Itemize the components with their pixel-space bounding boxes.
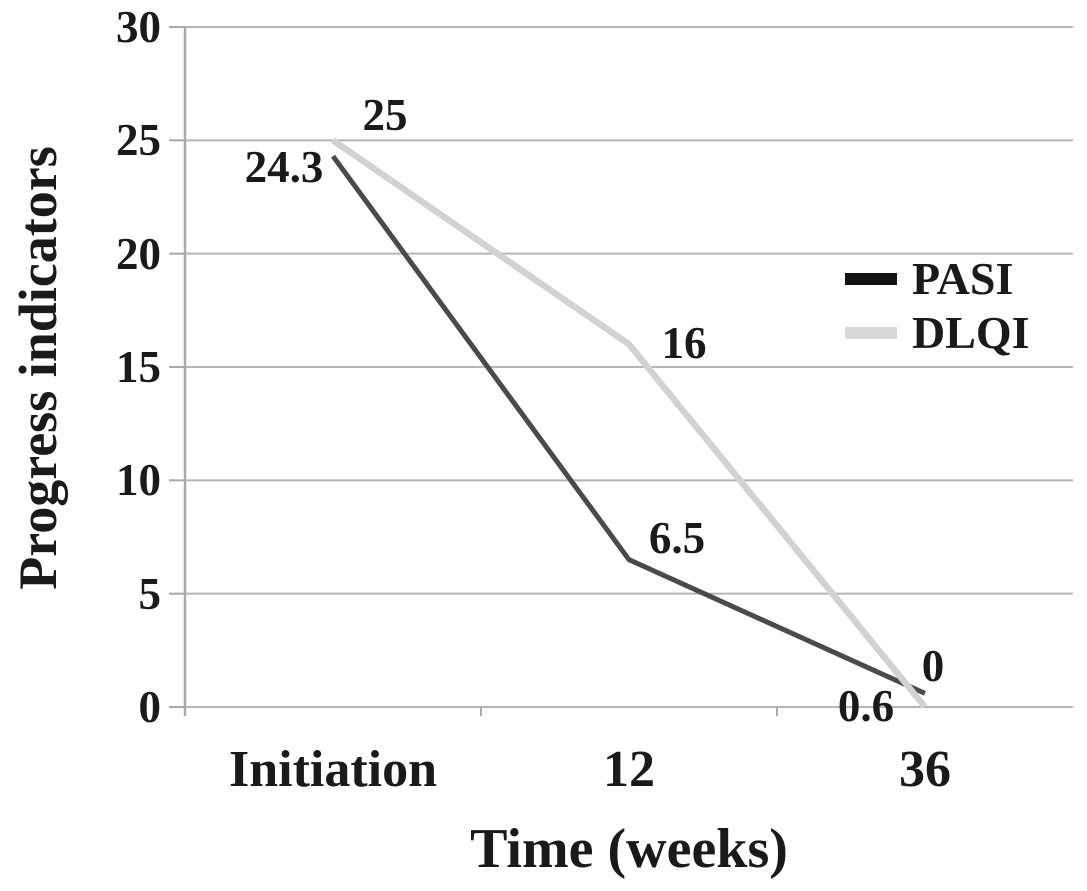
data-label-dlqi: 25 <box>362 90 408 141</box>
data-label-dlqi: 16 <box>661 318 707 369</box>
y-tick-label: 5 <box>138 568 162 619</box>
series-line-dlqi <box>331 137 928 710</box>
x-category-label: Initiation <box>228 741 438 798</box>
legend-item-pasi: PASI <box>845 252 1030 306</box>
data-label-dlqi: 0 <box>921 641 945 691</box>
legend-swatch-pasi <box>845 273 897 285</box>
data-label-pasi: 24.3 <box>244 142 324 193</box>
x-axis-title: Time (weeks) <box>470 818 788 880</box>
y-tick-label: 30 <box>116 2 161 52</box>
x-category-label: 36 <box>899 741 951 798</box>
series-line-pasi <box>330 154 927 696</box>
data-label-pasi: 6.5 <box>648 512 706 563</box>
legend-label: DLQI <box>912 307 1030 358</box>
x-category-label: 12 <box>603 741 655 798</box>
data-label-pasi: 0.6 <box>837 681 895 732</box>
y-tick-label: 0 <box>138 682 162 732</box>
y-tick-label: 15 <box>116 342 161 392</box>
legend: PASI DLQI <box>845 252 1030 360</box>
y-tick-label: 20 <box>116 228 161 279</box>
y-tick-label: 10 <box>116 455 161 506</box>
legend-swatch-dlqi <box>845 327 897 339</box>
y-tick-label: 25 <box>116 115 161 166</box>
legend-item-dlqi: DLQI <box>845 306 1030 360</box>
legend-label: PASI <box>912 253 1014 304</box>
